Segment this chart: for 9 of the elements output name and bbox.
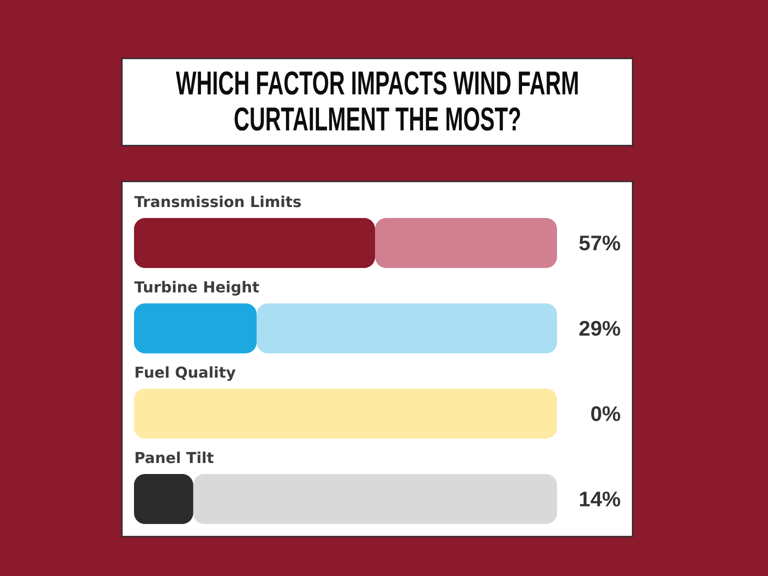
data-label: 29%: [579, 320, 620, 336]
y-tick-label: Transmission Limits: [134, 196, 301, 208]
chart-title: WHICH FACTOR IMPACTS WIND FARM CURTAILMENT THE MOST?: [176, 71, 578, 131]
data-label: 57%: [579, 236, 620, 250]
y-tick-label: Turbine Height: [134, 280, 259, 296]
y-tick-label: Fuel Quality: [136, 366, 236, 381]
data-label: 14%: [580, 492, 620, 506]
y-tick-label: Panel Tilt: [136, 452, 214, 464]
data-label: 0%: [591, 406, 620, 422]
